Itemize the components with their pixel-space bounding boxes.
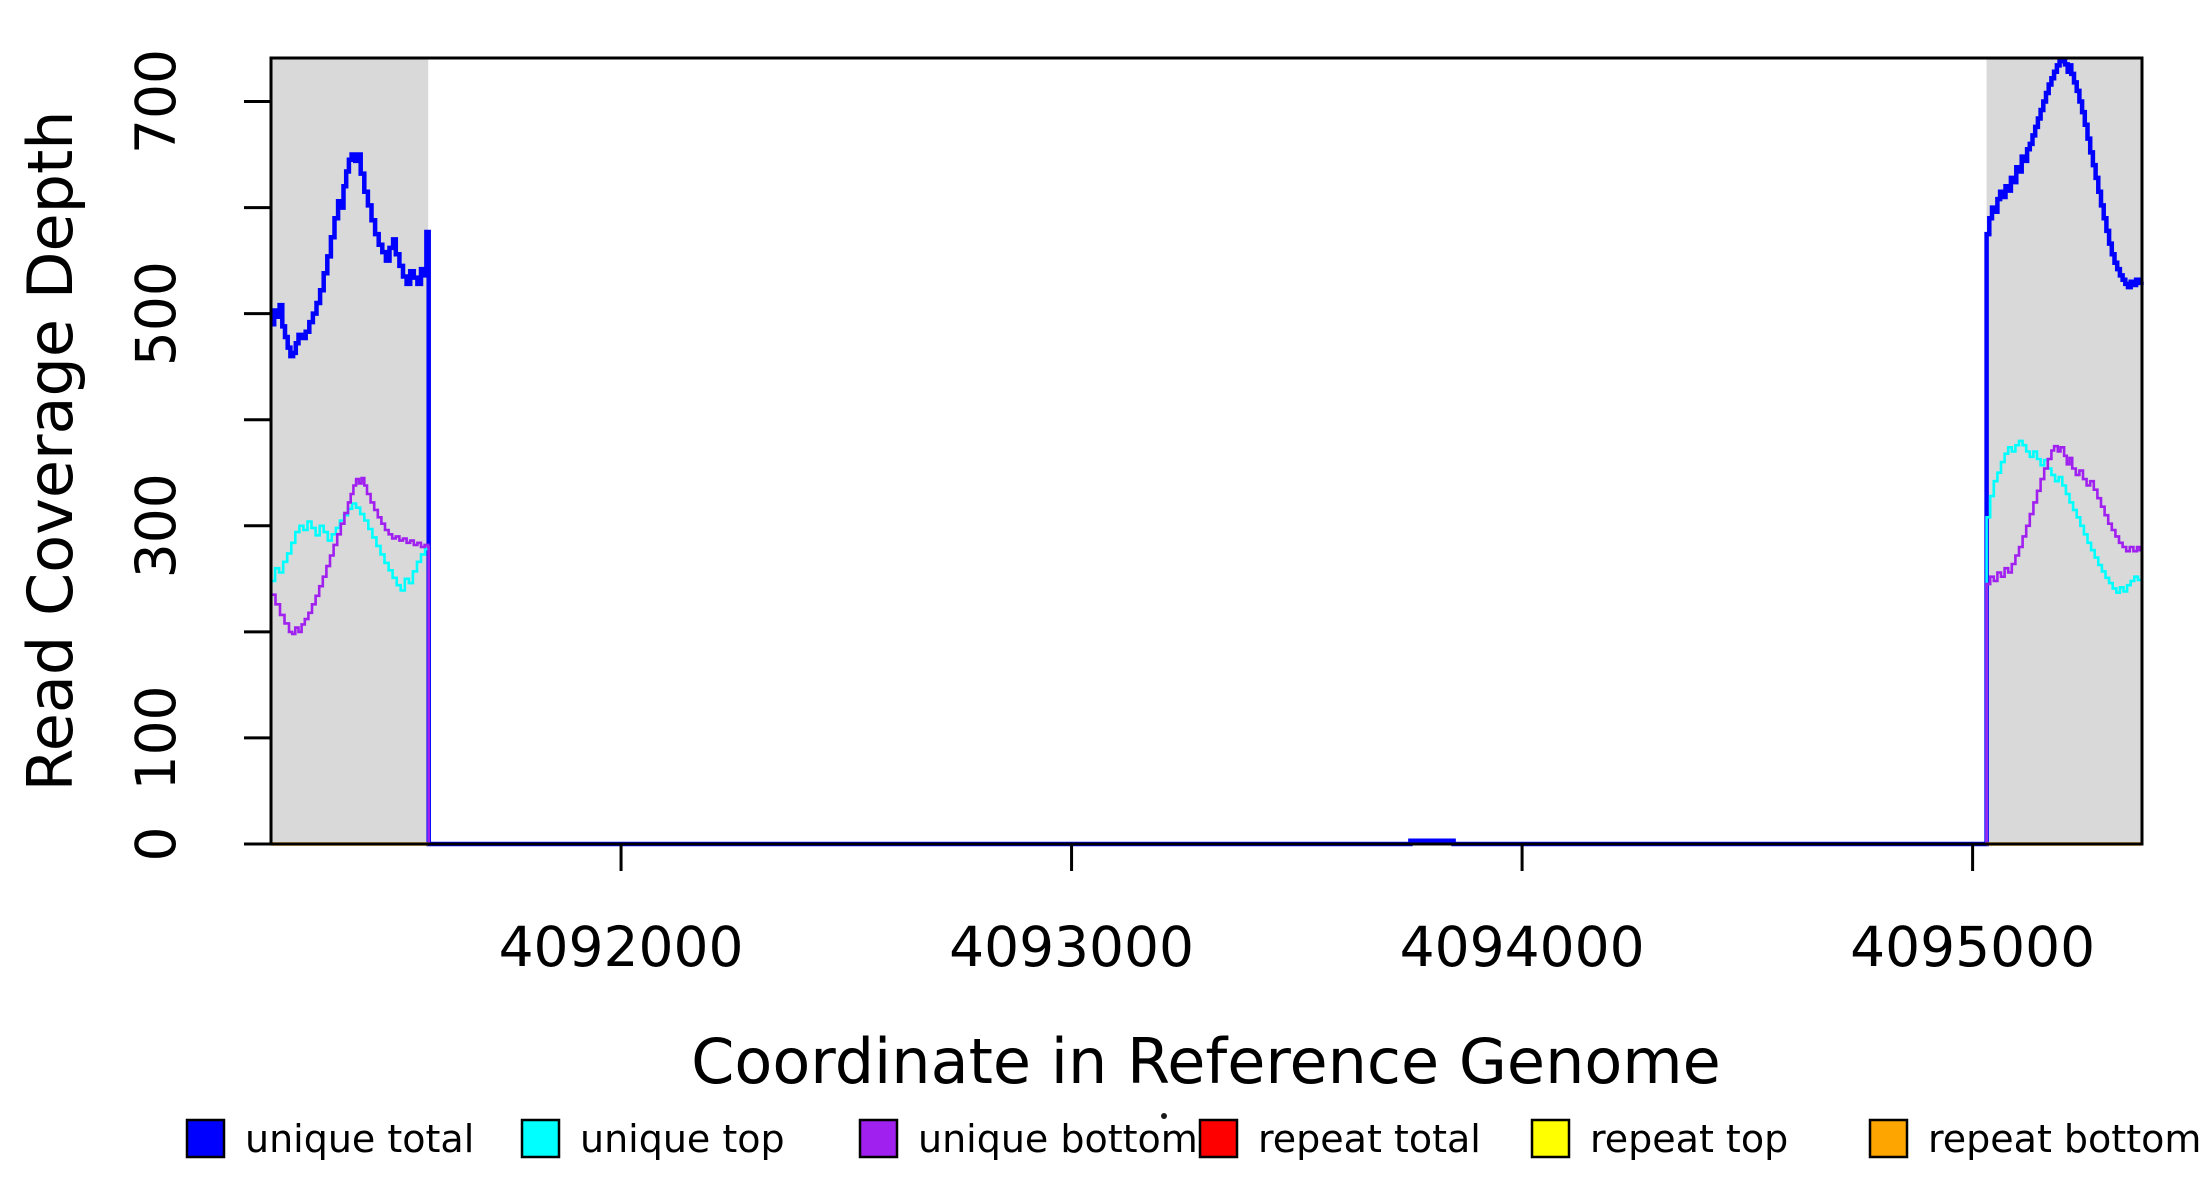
legend-label-unique-bottom: unique bottom: [918, 1117, 1198, 1161]
repeat-region-shading: [271, 58, 2142, 844]
legend-label-repeat-bottom: repeat bottom: [1928, 1117, 2200, 1161]
legend-swatch-repeat-top: [1530, 1118, 1571, 1159]
x-axis-title: Coordinate in Reference Genome: [691, 1025, 1721, 1098]
x-tick-label: 4095000: [1850, 915, 2095, 979]
plot-box: [269, 56, 2144, 846]
x-tick-label: 4092000: [499, 915, 744, 979]
y-tick-label: 300: [124, 473, 188, 578]
axes: 4092000 4093000 4094000 4095000 0 100 300 500 70…: [124, 49, 2144, 979]
legend-label-repeat-top: repeat top: [1590, 1117, 1788, 1161]
legend-swatch-repeat-bottom: [1868, 1118, 1909, 1159]
y-tick-label: 700: [124, 49, 188, 154]
legend-label-unique-total: unique total: [245, 1117, 474, 1161]
legend-swatch-unique-top: [520, 1118, 561, 1159]
x-tick-label: 4093000: [949, 915, 1194, 979]
y-tick-label: 500: [124, 261, 188, 366]
y-tick-label: 0: [124, 827, 188, 862]
series-unique-total: [271, 56, 2144, 847]
series-unique-top: [271, 439, 2143, 846]
series-unique-bottom: [271, 444, 2143, 846]
legend: unique total unique top unique bottom repea…: [185, 1113, 2200, 1161]
coverage-series: [271, 56, 2144, 847]
legend-swatch-repeat-total: [1198, 1118, 1239, 1159]
y-tick-label: 100: [124, 685, 188, 790]
repeat-region-1: [271, 58, 429, 844]
legend-swatch-unique-bottom: [858, 1118, 899, 1159]
legend-label-repeat-total: repeat total: [1258, 1117, 1481, 1161]
legend-swatch-unique-total: [185, 1118, 226, 1159]
stray-dot: [1161, 1113, 1167, 1119]
legend-label-unique-top: unique top: [580, 1117, 785, 1161]
y-axis-title: Read Coverage Depth: [14, 110, 87, 791]
x-tick-label: 4094000: [1400, 915, 1645, 979]
